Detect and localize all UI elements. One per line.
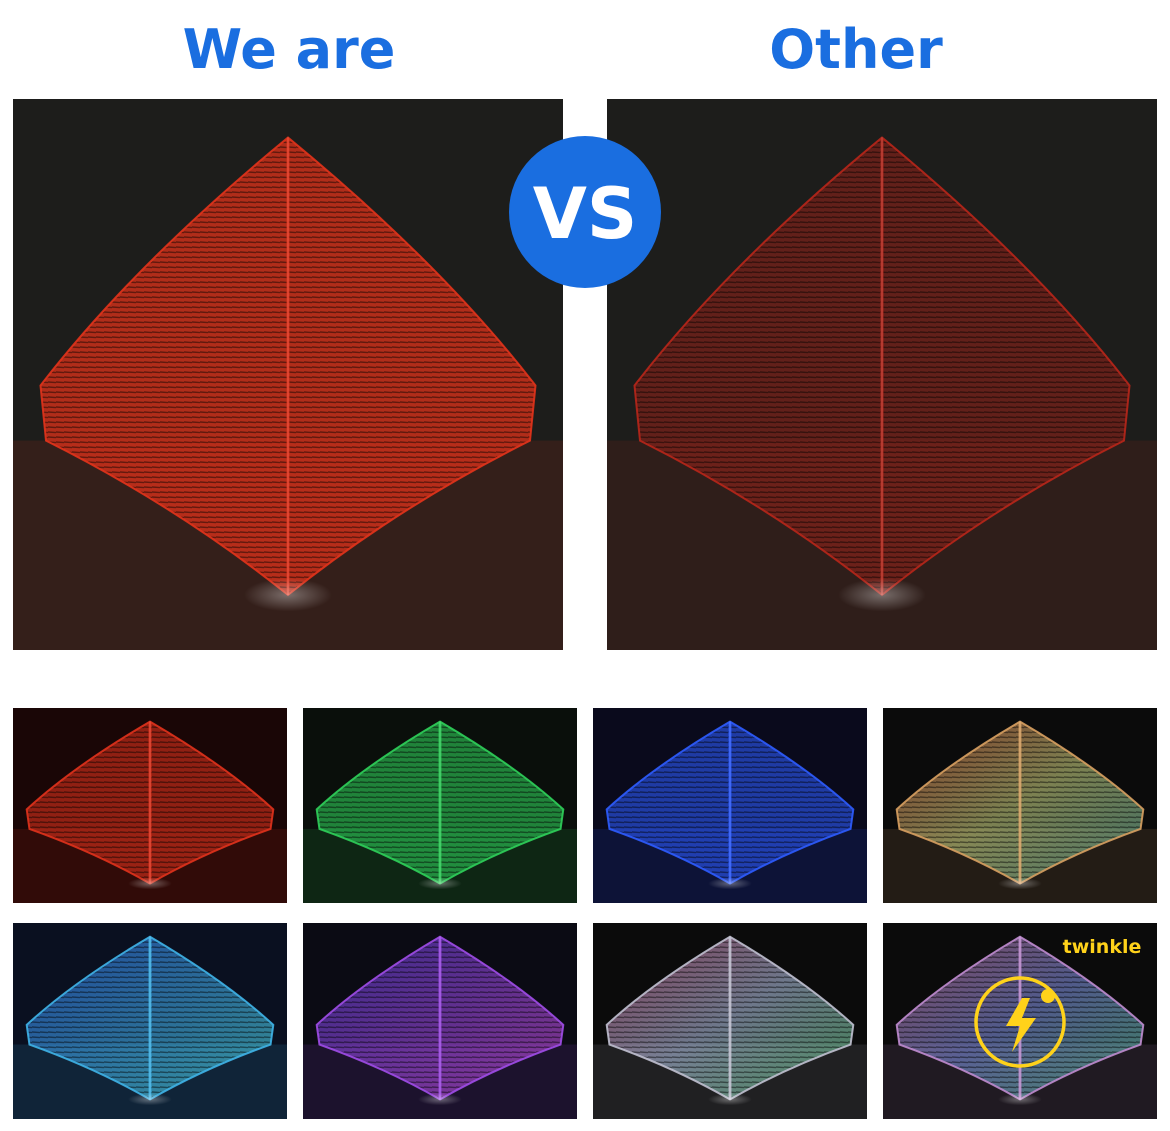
photo <box>593 923 867 1119</box>
photo <box>13 99 563 650</box>
photo <box>303 708 577 903</box>
photo <box>13 923 287 1119</box>
bottom-glow <box>998 1093 1042 1106</box>
twinkle-label: twinkle <box>1063 936 1142 958</box>
vs-badge <box>509 136 661 288</box>
bottom-glow <box>998 877 1042 890</box>
photo <box>13 708 287 903</box>
twinkle-icon <box>974 976 1066 1068</box>
photo <box>593 708 867 903</box>
bottom-glow <box>244 578 332 612</box>
bottom-glow <box>128 877 172 890</box>
photo <box>303 923 577 1119</box>
bottom-glow <box>418 877 462 890</box>
bottom-glow <box>838 578 926 612</box>
bottom-glow <box>708 1093 752 1106</box>
bottom-glow <box>128 1093 172 1106</box>
photo <box>607 99 1157 650</box>
right-heading: Other <box>769 18 943 81</box>
photo <box>883 708 1157 903</box>
vs-text: VS <box>533 173 638 255</box>
bottom-glow <box>708 877 752 890</box>
bottom-glow <box>418 1093 462 1106</box>
left-heading: We are <box>183 18 396 81</box>
